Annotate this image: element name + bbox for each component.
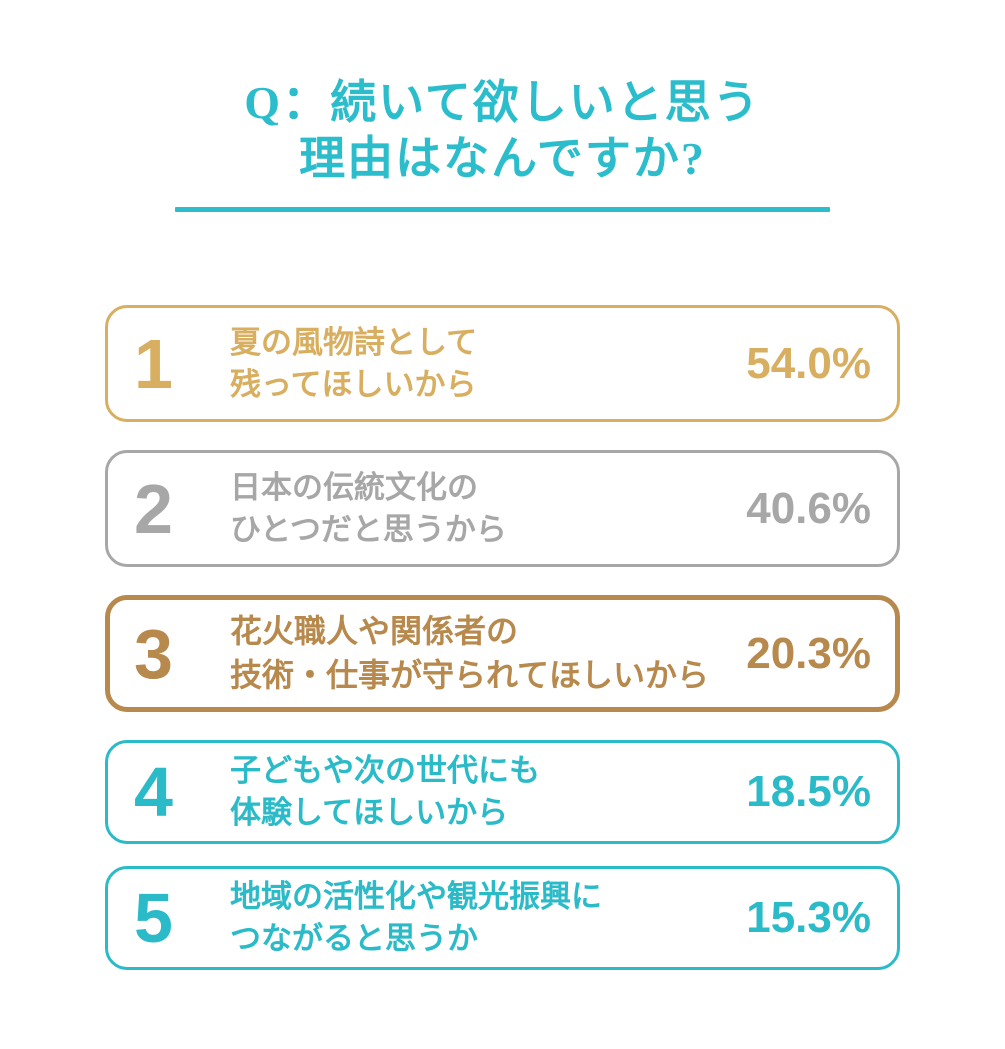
rank-label-line2: つながると思うか (230, 921, 478, 956)
rank-label: 子どもや次の世代にも 体験してほしいから (230, 750, 540, 834)
rank-label-line1: 日本の伝統文化の (230, 469, 478, 505)
ranking-card-4: 4 子どもや次の世代にも 体験してほしいから 18.5% (105, 740, 900, 844)
rank-label-line1: 子どもや次の世代にも (230, 753, 540, 789)
rank-label-line2: 残ってほしいから (230, 366, 477, 402)
rank-label: 花火職人や関係者の 技術・仕事が守られてほしいから (230, 610, 709, 696)
rank-percentage: 20.3% (746, 628, 871, 678)
rank-number: 1 (134, 324, 173, 403)
rank-percentage: 18.5% (746, 767, 871, 816)
rank-number: 4 (134, 753, 173, 831)
ranking-card-3: 3 花火職人や関係者の 技術・仕事が守られてほしいから 20.3% (105, 595, 900, 712)
ranking-card-2: 2 日本の伝統文化の ひとつだと思うから 40.6% (105, 450, 900, 567)
rank-label-line2: ひとつだと思うから (230, 511, 507, 547)
question-title-line2: 理由はなんですか? (299, 133, 706, 184)
rank-label: 日本の伝統文化の ひとつだと思うから (230, 467, 507, 551)
rank-label-line1: 地域の活性化や観光振興に (230, 879, 602, 915)
question-title-line1: Q：続いて欲しいと思う (244, 77, 761, 128)
rank-number: 2 (134, 469, 173, 548)
question-title: Q：続いて欲しいと思う 理由はなんですか? (0, 75, 1005, 187)
rank-number: 5 (134, 879, 173, 957)
rank-number: 3 (134, 614, 173, 693)
rank-percentage: 40.6% (746, 483, 871, 533)
rank-label-line2: 体験してほしいから (230, 795, 509, 830)
question-header: Q：続いて欲しいと思う 理由はなんですか? (0, 75, 1005, 212)
survey-infographic: Q：続いて欲しいと思う 理由はなんですか? 1 夏の風物詩として 残ってほしいか… (0, 75, 1005, 970)
rank-percentage: 15.3% (746, 893, 871, 942)
rank-percentage: 54.0% (746, 338, 871, 388)
ranking-card-5: 5 地域の活性化や観光振興に つながると思うか 15.3% (105, 866, 900, 970)
rank-label-line2: 技術・仕事が守られてほしいから (230, 656, 710, 693)
title-underline (175, 207, 830, 212)
rank-label: 夏の風物詩として 残ってほしいから (230, 322, 477, 406)
ranking-list: 1 夏の風物詩として 残ってほしいから 54.0% 2 日本の伝統文化の ひとつ… (105, 305, 900, 970)
ranking-card-1: 1 夏の風物詩として 残ってほしいから 54.0% (105, 305, 900, 422)
rank-label: 地域の活性化や観光振興に つながると思うか (230, 876, 602, 960)
rank-label-line1: 花火職人や関係者の (230, 613, 519, 650)
rank-label-line1: 夏の風物詩として (230, 324, 478, 360)
